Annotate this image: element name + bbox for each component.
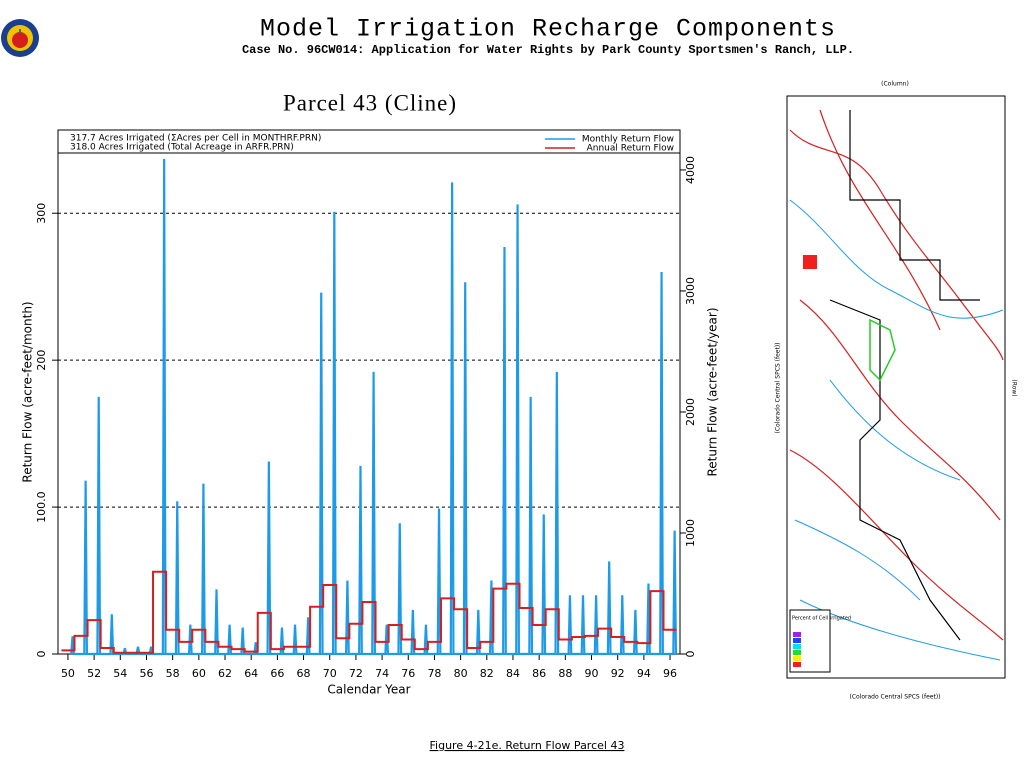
map: Percent of Cell Irrigated (Column) (Row)…	[775, 81, 1018, 701]
legend-label: Annual Return Flow	[587, 144, 674, 154]
x-tick-label: 96	[663, 667, 677, 680]
y-tick-label: 0	[35, 651, 48, 658]
map-parcel	[869, 318, 896, 382]
page-subtitle: Case No. 96CW014: Application for Water …	[242, 43, 854, 57]
x-tick-label: 90	[585, 667, 599, 680]
page-title: Model Irrigation Recharge Components	[260, 15, 836, 44]
x-tick-label: 70	[323, 667, 337, 680]
map-cells	[803, 255, 817, 269]
x-tick-label: 86	[532, 667, 546, 680]
map-legend-swatch	[793, 650, 801, 655]
map-row-label: (Row)	[1011, 379, 1018, 396]
map-legend-swatch	[793, 638, 801, 643]
x-tick-label: 80	[454, 667, 468, 680]
x-tick-label: 50	[61, 667, 75, 680]
series-line	[70, 158, 678, 656]
x-tick-label: 82	[480, 667, 494, 680]
x-tick-label: 64	[244, 667, 258, 680]
map-boundaries	[829, 110, 980, 641]
x-tick-label: 60	[192, 667, 206, 680]
x-tick-label: 72	[349, 667, 363, 680]
y2-tick-label: 3000	[684, 277, 697, 305]
map-legend-swatch	[793, 662, 801, 667]
y2-tick-label: 1000	[684, 519, 697, 547]
y2-tick-label: 4000	[684, 156, 697, 184]
y2-tick-label: 2000	[684, 398, 697, 426]
map-streams	[789, 199, 1004, 661]
logo	[1, 19, 39, 57]
plot-frame	[57, 129, 681, 655]
map-legend-swatch	[793, 656, 801, 661]
x-tick-label: 52	[87, 667, 101, 680]
x-tick-label: 58	[166, 667, 180, 680]
annotation: 317.7 Acres Irrigated (ΣAcres per Cell i…	[70, 134, 321, 144]
x-tick-label: 54	[113, 667, 127, 680]
x-tick-label: 76	[401, 667, 415, 680]
map-roads	[789, 109, 1004, 641]
x-axis-label: Calendar Year	[327, 683, 410, 697]
map-legend-swatch	[793, 632, 801, 637]
y-axis-label: Return Flow (acre-feet/month)	[21, 301, 35, 482]
series-line	[61, 570, 677, 654]
legend-label: Monthly Return Flow	[582, 135, 674, 145]
x-tick-label: 92	[611, 667, 625, 680]
map-frame	[786, 95, 1006, 679]
x-tick-label: 84	[506, 667, 520, 680]
x-tick-label: 88	[558, 667, 572, 680]
x-tick-label: 56	[139, 667, 153, 680]
map-legend-title: Percent of Cell Irrigated	[792, 616, 851, 622]
annotation: 318.0 Acres Irrigated (Total Acreage in …	[70, 143, 294, 153]
caption: Figure 4-21e. Return Flow Parcel 43	[430, 739, 625, 752]
map-column-label: (Column)	[881, 81, 909, 88]
chart-title: Parcel 43 (Cline)	[283, 90, 457, 115]
x-tick-label: 74	[375, 667, 389, 680]
x-tick-label: 94	[637, 667, 651, 680]
y-tick-label: 200	[35, 350, 48, 371]
y-tick-label: 300	[35, 203, 48, 224]
map-legend	[789, 609, 831, 673]
map-y-label: (Colorado Central SPCS (feet))	[775, 342, 782, 433]
y2-tick-label: 0	[684, 651, 697, 658]
y-tick-label: 100.0	[35, 491, 48, 523]
x-tick-label: 68	[297, 667, 311, 680]
map-x-label: (Colorado Central SPCS (feet))	[849, 694, 940, 701]
x-tick-label: 78	[427, 667, 441, 680]
x-tick-label: 62	[218, 667, 232, 680]
map-legend-swatch	[793, 644, 801, 649]
x-tick-label: 66	[270, 667, 284, 680]
y2-axis-label: Return Flow (acre-feet/year)	[706, 307, 720, 476]
